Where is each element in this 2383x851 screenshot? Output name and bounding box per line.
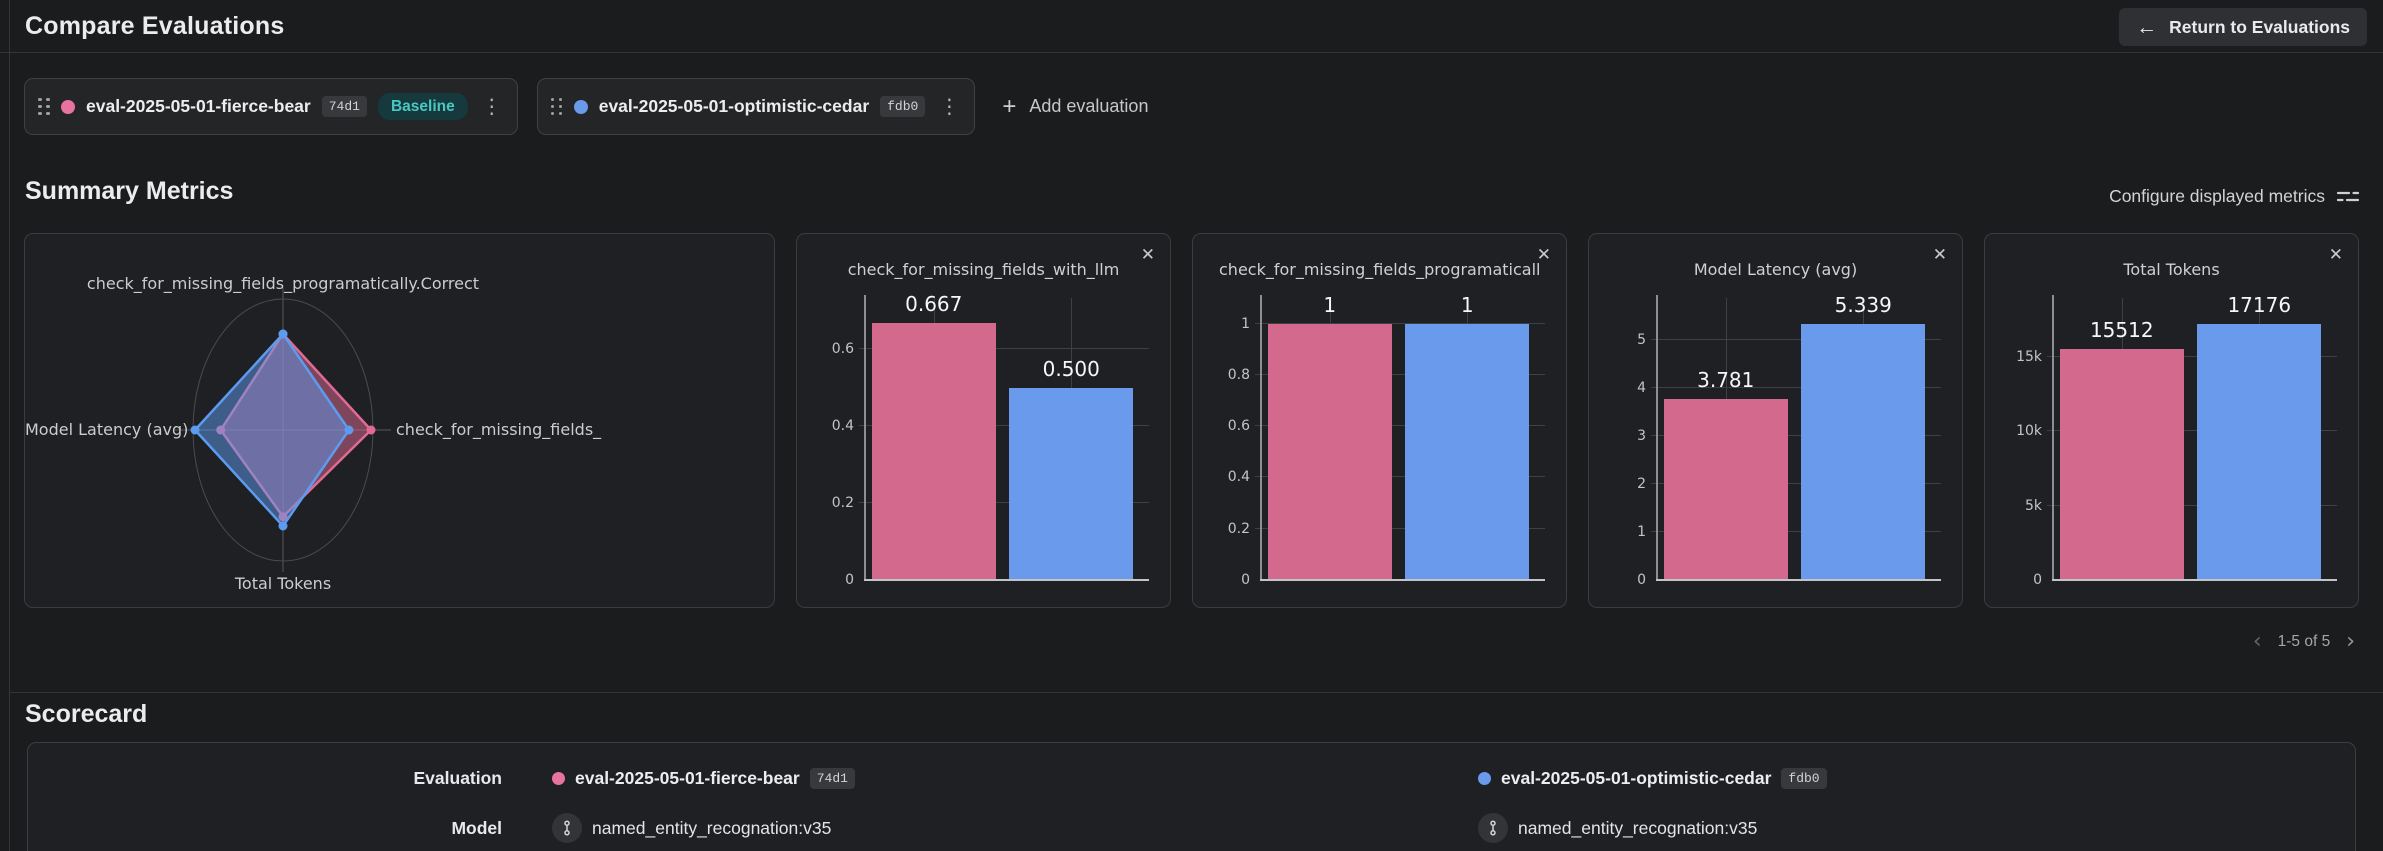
scorecard-panel: Evaluation eval-2025-05-01-fierce-bear 7… bbox=[27, 742, 2356, 851]
page-header: Compare Evaluations ← Return to Evaluati… bbox=[0, 0, 2383, 53]
chart-title: check_for_missing_fields_programatically… bbox=[1219, 260, 1540, 279]
bar-value-label: 17176 bbox=[2227, 293, 2292, 318]
summary-metrics-pagination: ‹ 1-5 of 5 › bbox=[2253, 631, 2355, 653]
bar-0 bbox=[1267, 323, 1392, 580]
evaluation-chip-comparison[interactable]: eval-2025-05-01-optimistic-cedar fdb0 ⋮ bbox=[536, 78, 976, 135]
chart-title: Total Tokens bbox=[2123, 260, 2220, 279]
left-rail-divider bbox=[9, 0, 10, 851]
bar-value-label: 1 bbox=[1460, 292, 1474, 317]
radar-axis-label-top: check_for_missing_fields_programatically… bbox=[86, 274, 480, 293]
bar-value-label: 5.339 bbox=[1834, 292, 1892, 317]
scorecard-model-baseline[interactable]: named_entity_recognation:v35 bbox=[502, 813, 1478, 843]
baseline-badge: Baseline bbox=[377, 92, 468, 121]
evaluation-id-badge: fdb0 bbox=[1781, 767, 1827, 789]
bar-chart-panel-check-for-missing-fields-with-llm: ✕ check_for_missing_fields_with_llm 0 0.2… bbox=[796, 233, 1171, 608]
evaluation-color-dot bbox=[573, 99, 588, 114]
pagination-next-icon[interactable]: › bbox=[2346, 629, 2355, 654]
scorecard-row-label: Evaluation bbox=[413, 767, 503, 788]
page-title: Compare Evaluations bbox=[25, 12, 285, 40]
bar-0 bbox=[871, 323, 996, 580]
scorecard-evaluation-baseline[interactable]: eval-2025-05-01-fierce-bear 74d1 bbox=[502, 767, 1478, 789]
configure-metrics-icon bbox=[2337, 191, 2359, 202]
return-to-evaluations-button[interactable]: ← Return to Evaluations bbox=[2119, 8, 2367, 46]
bar-plot: 0 0.2 0.4 0.6 0.8 1 1 1 bbox=[1228, 293, 1545, 588]
pagination-label: 1-5 of 5 bbox=[2277, 633, 2331, 650]
evaluation-chip-baseline[interactable]: eval-2025-05-01-fierce-bear 74d1 Baselin… bbox=[24, 78, 518, 135]
evaluation-name: eval-2025-05-01-fierce-bear bbox=[86, 96, 311, 116]
kebab-menu-icon[interactable]: ⋮ bbox=[939, 95, 960, 118]
radar-axis-label-right: check_for_missing_fields_ bbox=[396, 420, 602, 439]
bar-value-label: 1 bbox=[1323, 292, 1337, 317]
bar-value-label: 0.667 bbox=[905, 292, 963, 317]
scorecard-model-row: Model named_entity_recognation:v35 named… bbox=[28, 803, 2355, 851]
radar-axis-label-bottom: Total Tokens bbox=[234, 574, 332, 593]
scorecard-title: Scorecard bbox=[25, 700, 148, 728]
summary-metrics-panels: check_for_missing_fields_programatically… bbox=[24, 233, 2359, 608]
section-divider bbox=[10, 692, 2383, 693]
bar-value-label: 3.781 bbox=[1697, 367, 1755, 392]
chart-title: check_for_missing_fields_with_llm bbox=[847, 260, 1120, 279]
configure-displayed-metrics-button[interactable]: Configure displayed metrics bbox=[2109, 186, 2359, 207]
plus-icon: + bbox=[1002, 92, 1017, 120]
scorecard-model-comparison[interactable]: named_entity_recognation:v35 bbox=[1478, 813, 2355, 843]
evaluation-color-dot bbox=[61, 99, 75, 114]
close-icon[interactable]: ✕ bbox=[2328, 245, 2343, 264]
scorecard-evaluation-row: Evaluation eval-2025-05-01-fierce-bear 7… bbox=[28, 753, 2355, 803]
radar-chart-panel: check_for_missing_fields_programatically… bbox=[24, 233, 775, 608]
bar-chart-panel-check-for-missing-fields-programatically: ✕ check_for_missing_fields_programatical… bbox=[1192, 233, 1567, 608]
bar-plot: 0 5k 10k 15k 15512 17176 bbox=[2016, 293, 2337, 588]
summary-metrics-title: Summary Metrics bbox=[25, 177, 234, 205]
configure-label: Configure displayed metrics bbox=[2109, 186, 2325, 206]
close-icon[interactable]: ✕ bbox=[1140, 245, 1155, 264]
add-evaluation-label: Add evaluation bbox=[1029, 96, 1149, 116]
evaluation-chips-row: eval-2025-05-01-fierce-bear 74d1 Baselin… bbox=[24, 78, 1156, 135]
evaluation-id-badge: fdb0 bbox=[880, 96, 926, 117]
evaluation-name: eval-2025-05-01-optimistic-cedar bbox=[598, 96, 870, 116]
bar-plot: 0 0.2 0.4 0.6 0.667 0.500 bbox=[832, 292, 1149, 588]
radar-axis-label-left: Model Latency (avg) bbox=[25, 420, 189, 439]
bar-value-label: 0.500 bbox=[1042, 356, 1100, 381]
scorecard-evaluation-comparison[interactable]: eval-2025-05-01-optimistic-cedar fdb0 bbox=[1478, 767, 2355, 789]
bar-value-label: 15512 bbox=[2089, 317, 2154, 342]
kebab-menu-icon[interactable]: ⋮ bbox=[481, 95, 502, 118]
bar-0 bbox=[2059, 348, 2184, 580]
drag-handle-icon[interactable] bbox=[550, 97, 563, 116]
evaluation-color-dot bbox=[1478, 771, 1491, 785]
radar-chart bbox=[175, 288, 391, 572]
close-icon[interactable]: ✕ bbox=[1536, 245, 1551, 264]
model-name: named_entity_recognation:v35 bbox=[592, 817, 832, 838]
pagination-prev-icon[interactable]: ‹ bbox=[2252, 629, 2262, 654]
evaluation-name: eval-2025-05-01-fierce-bear bbox=[575, 767, 800, 788]
evaluation-name: eval-2025-05-01-optimistic-cedar bbox=[1501, 767, 1772, 788]
add-evaluation-button[interactable]: + Add evaluation bbox=[994, 92, 1156, 120]
back-arrow-icon: ← bbox=[2136, 15, 2158, 39]
bar-1 bbox=[2197, 324, 2322, 580]
drag-handle-icon[interactable] bbox=[38, 97, 50, 116]
bar-1 bbox=[1801, 323, 1926, 580]
bar-chart-panel-model-latency: ✕ Model Latency (avg) 0 1 2 3 4 5 3.781 5.339 bbox=[1588, 233, 1963, 608]
return-button-label: Return to Evaluations bbox=[2169, 16, 2350, 37]
evaluation-id-badge: 74d1 bbox=[321, 96, 367, 117]
evaluation-id-badge: 74d1 bbox=[809, 767, 855, 789]
bar-1 bbox=[1009, 387, 1134, 580]
chart-title: Model Latency (avg) bbox=[1693, 260, 1858, 279]
bar-chart-panel-total-tokens: ✕ Total Tokens 0 5k 10k 15k 15512 17176 bbox=[1984, 233, 2359, 608]
model-icon bbox=[1478, 813, 1508, 843]
model-name: named_entity_recognation:v35 bbox=[1518, 817, 1758, 838]
close-icon[interactable]: ✕ bbox=[1932, 245, 1947, 264]
evaluation-color-dot bbox=[552, 771, 565, 785]
bar-0 bbox=[1663, 398, 1788, 580]
model-icon bbox=[552, 813, 582, 843]
scorecard-row-label: Model bbox=[451, 817, 502, 838]
bar-plot: 0 1 2 3 4 5 3.781 5.339 bbox=[1637, 293, 1941, 588]
bar-1 bbox=[1405, 323, 1530, 580]
